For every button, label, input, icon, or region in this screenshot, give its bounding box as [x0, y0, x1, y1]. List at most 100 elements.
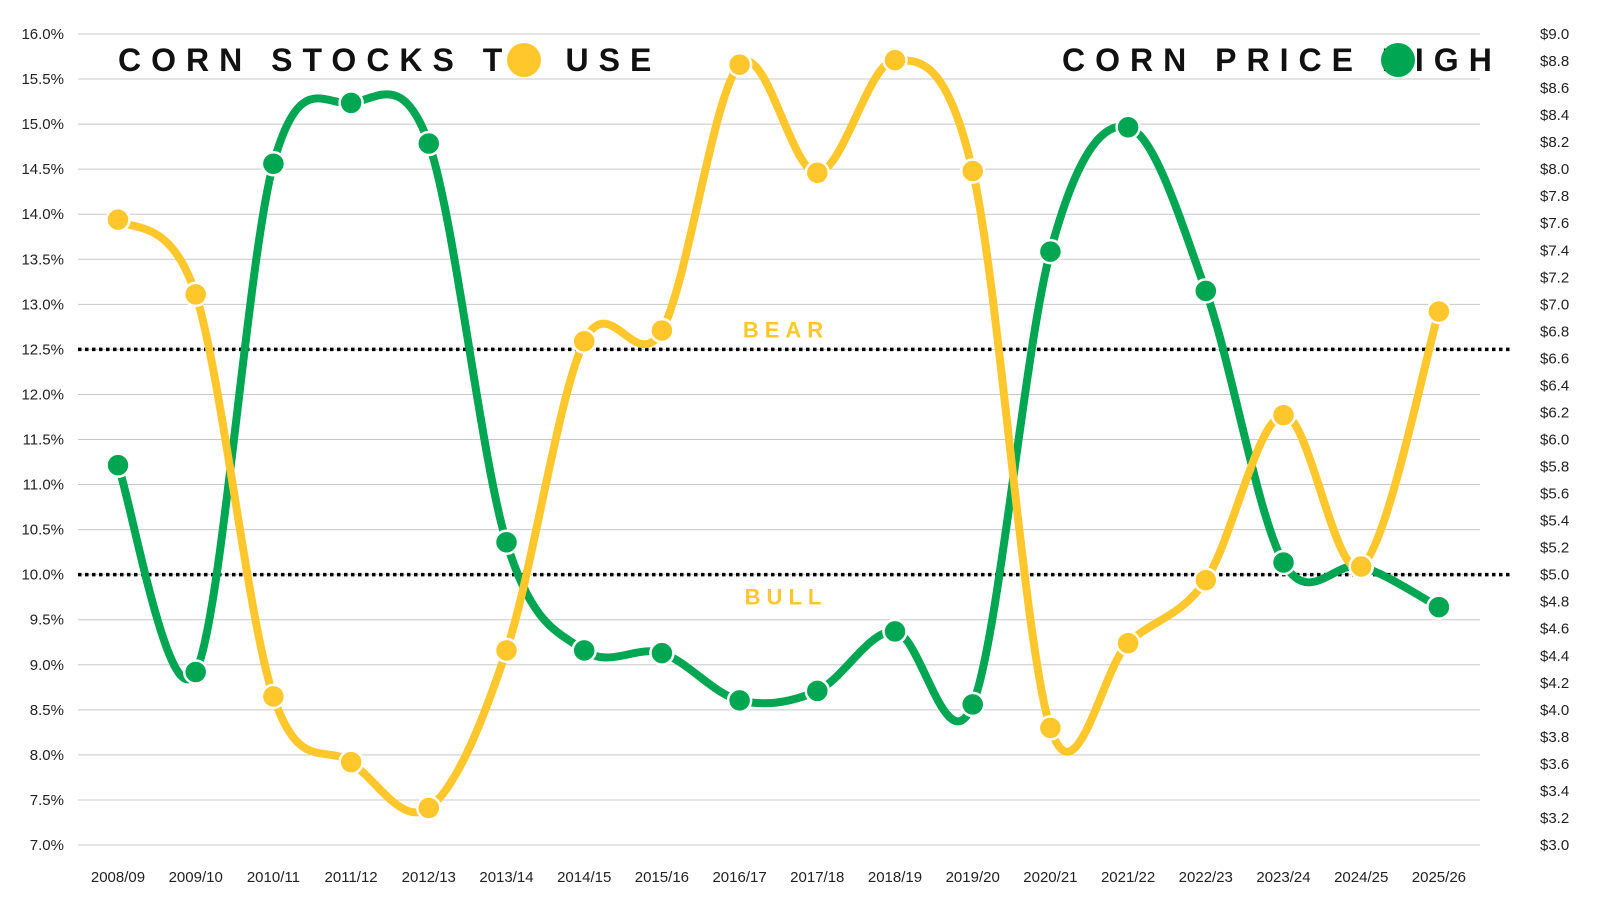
x-tick-label: 2022/23 [1179, 869, 1233, 886]
right-tick-label: $9.0 [1540, 26, 1569, 43]
data-point [1193, 567, 1219, 593]
legend-label-stocks: CORN STOCKS TO USE [118, 42, 661, 78]
right-tick-label: $5.4 [1540, 513, 1569, 530]
x-tick-label: 2014/15 [557, 869, 611, 886]
right-tick-label: $3.6 [1540, 756, 1569, 773]
data-point [726, 687, 753, 714]
x-tick-label: 2011/12 [325, 869, 378, 886]
data-point [882, 47, 908, 73]
right-axis-ticks: $3.0 $3.2 $3.4 $3.6 $3.8 $4.0 $4.2 $4.4 $4.6 $4.8… [1540, 26, 1569, 854]
x-tick-label: 2021/22 [1101, 869, 1155, 886]
right-tick-label: $6.8 [1540, 323, 1569, 340]
data-point [1115, 114, 1141, 141]
data-point [882, 618, 908, 645]
right-tick-label: $8.8 [1540, 53, 1569, 70]
data-point [1037, 715, 1064, 741]
right-tick-label: $4.2 [1540, 675, 1569, 692]
left-tick-label: 13.5% [21, 251, 64, 268]
x-tick-label: 2008/09 [91, 869, 145, 886]
right-tick-label: $6.2 [1540, 404, 1569, 421]
left-tick-label: 9.5% [30, 612, 64, 629]
legend-marker-stocks [507, 43, 541, 77]
data-point [1270, 549, 1297, 576]
left-tick-label: 12.0% [21, 386, 64, 403]
data-point [804, 160, 831, 186]
right-tick-label: $5.6 [1540, 486, 1569, 503]
left-tick-label: 8.0% [30, 747, 64, 764]
data-point [1426, 298, 1452, 325]
right-tick-label: $7.6 [1540, 215, 1569, 232]
right-tick-label: $6.4 [1540, 377, 1569, 394]
data-point [260, 683, 287, 710]
right-tick-label: $8.0 [1540, 161, 1569, 178]
right-tick-label: $4.0 [1540, 702, 1569, 719]
x-tick-label: 2024/25 [1334, 869, 1388, 886]
left-tick-label: 10.0% [21, 567, 64, 584]
right-tick-label: $3.4 [1540, 783, 1569, 800]
series-line [114, 90, 1443, 726]
data-point [571, 637, 597, 664]
threshold-label: BEAR [743, 317, 829, 342]
left-tick-label: 11.0% [23, 477, 64, 494]
data-point [959, 691, 986, 718]
legend-label-price: CORN PRICE HIGH [1062, 42, 1502, 78]
right-tick-label: $4.8 [1540, 594, 1569, 611]
left-tick-label: 14.0% [21, 206, 64, 223]
right-tick-label: $5.2 [1540, 540, 1569, 557]
data-point [416, 130, 442, 157]
data-point [338, 90, 364, 116]
left-tick-label: 7.0% [30, 837, 64, 854]
right-tick-label: $4.4 [1540, 648, 1569, 665]
right-tick-label: $7.2 [1540, 269, 1569, 286]
right-tick-label: $4.6 [1540, 621, 1569, 638]
threshold-lines: BEAR BULL [78, 317, 1510, 610]
x-tick-label: 2019/20 [946, 869, 1000, 886]
x-tick-label: 2017/18 [790, 869, 844, 886]
x-tick-label: 2020/21 [1023, 869, 1077, 886]
data-point [105, 452, 131, 478]
data-point [416, 795, 442, 821]
right-tick-label: $5.0 [1540, 567, 1569, 584]
series-stocks-to-use [105, 47, 1452, 821]
left-tick-label: 9.0% [30, 657, 64, 674]
left-tick-label: 8.5% [30, 702, 64, 719]
threshold-label: BULL [745, 585, 828, 610]
right-tick-label: $3.2 [1540, 810, 1569, 827]
left-axis-ticks: 7.0% 7.5% 8.0% 8.5% 9.0% 9.5% 10.0% 10.5% 11.0% 1… [21, 26, 64, 854]
x-tick-label: 2013/14 [479, 869, 533, 886]
data-point [1037, 238, 1064, 265]
right-tick-label: $8.6 [1540, 80, 1569, 97]
right-tick-label: $7.0 [1540, 296, 1569, 313]
left-tick-label: 13.0% [21, 296, 64, 313]
data-point [493, 637, 520, 664]
data-point [804, 678, 831, 704]
left-tick-label: 15.0% [21, 116, 64, 133]
data-point [338, 749, 364, 775]
x-tick-label: 2018/19 [868, 869, 922, 886]
x-tick-label: 2016/17 [712, 869, 766, 886]
x-axis-ticks: 2008/09 2009/10 2010/11 2011/12 2012/13 2013/… [91, 869, 1466, 886]
right-tick-label: $7.8 [1540, 188, 1569, 205]
left-tick-label: 7.5% [30, 792, 64, 809]
data-point [726, 51, 753, 78]
left-tick-label: 16.0% [21, 26, 64, 43]
data-point [182, 281, 209, 308]
data-point [1270, 402, 1297, 428]
right-tick-label: $6.6 [1540, 350, 1569, 367]
x-tick-label: 2015/16 [635, 869, 689, 886]
right-tick-label: $5.8 [1540, 459, 1569, 476]
data-point [1348, 553, 1374, 580]
data-point [1115, 630, 1141, 656]
right-tick-label: $8.4 [1540, 107, 1569, 124]
data-point [1426, 594, 1452, 620]
x-tick-label: 2023/24 [1256, 869, 1310, 886]
right-tick-label: $8.2 [1540, 134, 1569, 151]
data-point [649, 640, 675, 666]
series-lines [105, 47, 1452, 821]
left-tick-label: 12.5% [21, 341, 64, 358]
data-point [571, 328, 597, 355]
data-point [959, 158, 986, 184]
right-tick-label: $7.4 [1540, 242, 1569, 259]
legend-marker-price [1381, 43, 1415, 77]
